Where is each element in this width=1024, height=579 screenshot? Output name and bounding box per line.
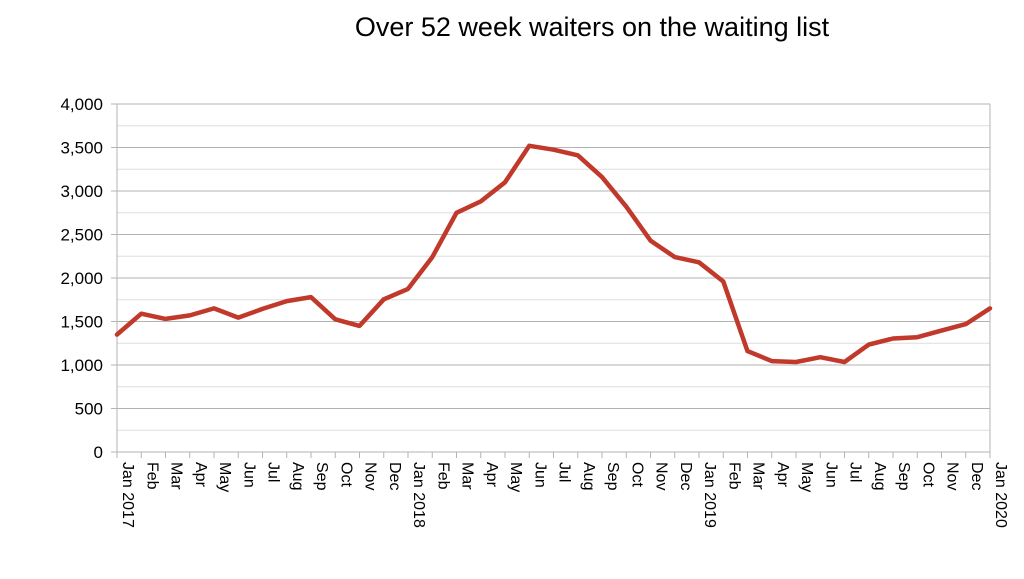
x-tick-label: Jan 2017 <box>119 462 136 528</box>
x-tick-label: Nov <box>653 462 670 490</box>
x-tick-label: Apr <box>192 462 209 488</box>
x-tick-label: Jul <box>265 462 282 482</box>
x-tick-label: May <box>216 462 233 492</box>
x-tick-label: Mar <box>750 462 767 490</box>
x-tick-label: Aug <box>289 462 306 490</box>
y-tick-label: 2,500 <box>60 226 103 245</box>
series-line <box>114 143 993 365</box>
y-tick-label: 1,000 <box>60 356 103 375</box>
x-tick-label: Feb <box>143 462 160 490</box>
x-tick-label: Aug <box>871 462 888 490</box>
x-tick-label: Apr <box>483 462 500 488</box>
gridlines <box>117 103 991 453</box>
x-tick-label: May <box>507 462 524 492</box>
x-tick-label: Oct <box>337 462 354 487</box>
x-tick-label: Dec <box>386 462 403 490</box>
x-tick-label: Jan 2020 <box>992 462 1009 528</box>
y-tick-label: 2,000 <box>60 269 103 288</box>
x-tick-label: Mar <box>168 462 185 490</box>
y-tick-label: 500 <box>75 400 103 419</box>
x-tick-label: Jun <box>531 462 548 488</box>
y-tick-label: 3,500 <box>60 139 103 158</box>
x-tick-label: Jun <box>240 462 257 488</box>
x-tick-label: May <box>798 462 815 492</box>
y-tick-label: 4,000 <box>60 95 103 114</box>
x-tick-label: Apr <box>774 462 791 488</box>
x-tick-label: Jan 2018 <box>410 462 427 528</box>
x-tick-label: Nov <box>362 462 379 490</box>
x-tick-label: Mar <box>459 462 476 490</box>
x-tick-label: Aug <box>580 462 597 490</box>
y-tick-label: 0 <box>94 443 103 462</box>
chart-title: Over 52 week waiters on the waiting list <box>355 12 830 42</box>
x-tick-label: Sep <box>313 462 330 491</box>
x-tick-label: Oct <box>628 462 645 487</box>
x-tick-label: Nov <box>944 462 961 490</box>
x-tick-label: Jul <box>556 462 573 482</box>
x-tick-label: Feb <box>434 462 451 490</box>
series-layer <box>114 143 993 365</box>
y-axis-ticks: 0 500 1,000 1,500 2,000 2,500 3,000 3,500 4,000 <box>60 95 117 462</box>
x-tick-label: Sep <box>604 462 621 491</box>
x-tick-label: Sep <box>895 462 912 491</box>
axes <box>111 104 990 458</box>
x-tick-label: Jun <box>822 462 839 488</box>
x-tick-label: Feb <box>725 462 742 490</box>
x-tick-label: Jan 2019 <box>701 462 718 528</box>
x-tick-label: Oct <box>919 462 936 487</box>
x-tick-label: Dec <box>677 462 694 490</box>
y-tick-label: 1,500 <box>60 313 103 332</box>
x-axis-ticks: Jan 2017 Feb Mar Apr May Jun Jul Aug Sep Oct Nov De… <box>116 452 1009 528</box>
x-tick-label: Dec <box>968 462 985 490</box>
x-tick-label: Jul <box>847 462 864 482</box>
y-tick-label: 3,000 <box>60 182 103 201</box>
